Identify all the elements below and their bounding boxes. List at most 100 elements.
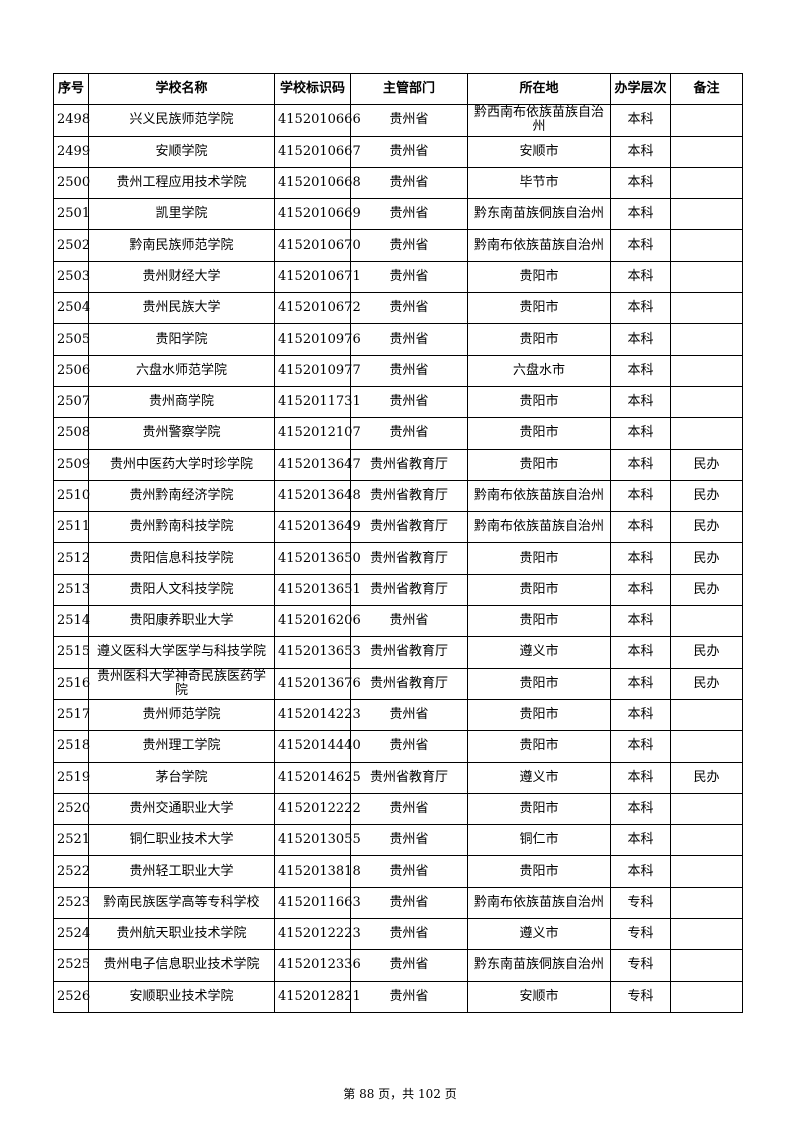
table-cell: 4152010672 — [274, 292, 361, 325]
empty-cell — [670, 135, 743, 168]
table-row: 2510 贵州黔南经济学院 4152013648 贵州省教育厅 黔南布依族苗族自治州 本科… — [53, 479, 743, 513]
empty-cell — [670, 918, 743, 951]
table-cell: 4152014440 — [274, 730, 361, 763]
table-row: 2517 贵州师范学院 4152014223 贵州省 贵阳市 本科 — [53, 698, 743, 732]
table-cell: 4152012222 — [274, 792, 361, 826]
table-cell: 专科 — [610, 918, 671, 951]
table-cell: 2508 — [53, 417, 90, 450]
table-row: 2526 安顺职业技术学院 4152012821 贵州省 安顺市 专科 — [53, 980, 743, 1013]
table-cell: 贵州省 — [350, 166, 468, 200]
header-cell: 备注 — [670, 72, 743, 106]
table-cell: 4152014223 — [274, 698, 361, 732]
table-cell: 2513 — [53, 573, 90, 607]
table-cell: 贵州省 — [350, 198, 468, 231]
table-cell: 贵州省教育厅 — [350, 667, 468, 700]
table-cell: 本科 — [610, 479, 671, 513]
table-cell: 黔南布依族苗族自治州 — [467, 886, 611, 920]
table-body: 2498 兴义民族师范学院 4152010666 贵州省 黔西南布依族苗族自治州 本科 24… — [53, 104, 743, 1013]
table-cell: 民办 — [670, 761, 743, 794]
empty-cell — [670, 292, 743, 325]
table-cell: 安顺市 — [467, 980, 611, 1013]
table-cell: 2509 — [53, 448, 90, 481]
table-cell: 遵义市 — [467, 761, 611, 794]
table-cell: 贵阳市 — [467, 260, 611, 294]
table-cell: 贵阳市 — [467, 448, 611, 481]
table-cell: 贵州省 — [350, 886, 468, 920]
table-cell: 黔东南苗族侗族自治州 — [467, 949, 611, 982]
table-cell: 本科 — [610, 448, 671, 481]
table-row: 2507 贵州商学院 4152011731 贵州省 贵阳市 本科 — [53, 385, 743, 419]
table-cell: 4152010976 — [274, 323, 361, 356]
table-cell: 贵州省教育厅 — [350, 573, 468, 607]
table-cell: 民办 — [670, 667, 743, 700]
table-cell: 4152011731 — [274, 385, 361, 419]
header-cell: 办学层次 — [610, 72, 671, 106]
table-cell: 黔东南苗族侗族自治州 — [467, 198, 611, 231]
table-cell: 贵州省 — [350, 698, 468, 732]
table-cell: 贵州民族大学 — [88, 292, 275, 325]
table-cell: 本科 — [610, 730, 671, 763]
table-cell: 民办 — [670, 479, 743, 513]
table-cell: 安顺职业技术学院 — [88, 980, 275, 1013]
table-cell: 贵阳市 — [467, 573, 611, 607]
table-cell: 贵州航天职业技术学院 — [88, 918, 275, 951]
table-cell: 专科 — [610, 949, 671, 982]
table-cell: 本科 — [610, 542, 671, 575]
table-cell: 贵州省教育厅 — [350, 542, 468, 575]
table-cell: 贵阳市 — [467, 542, 611, 575]
table-cell: 贵州省 — [350, 855, 468, 888]
table-cell: 2523 — [53, 886, 90, 920]
table-cell: 2510 — [53, 479, 90, 513]
table-cell: 2505 — [53, 323, 90, 356]
table-cell: 黔南布依族苗族自治州 — [467, 229, 611, 262]
table-cell: 贵州省 — [350, 229, 468, 262]
table-cell: 黔南布依族苗族自治州 — [467, 511, 611, 544]
table-cell: 4152010666 — [274, 104, 361, 137]
table-cell: 贵阳市 — [467, 323, 611, 356]
table-row: 2525 贵州电子信息职业技术学院 4152012336 贵州省 黔东南苗族侗族自治州专… — [53, 949, 743, 982]
table-row: 2518 贵州理工学院 4152014440 贵州省 贵阳市 本科 — [53, 730, 743, 763]
table-cell: 贵州省教育厅 — [350, 479, 468, 513]
table-cell: 4152010667 — [274, 135, 361, 168]
table-cell: 本科 — [610, 761, 671, 794]
table-cell: 4152011663 — [274, 886, 361, 920]
table-row: 2523 黔南民族医学高等专科学校 4152011663 贵州省 黔南布依族苗族自治州专… — [53, 886, 743, 920]
table-cell: 贵州电子信息职业技术学院 — [88, 949, 275, 982]
table-row: 2499 安顺学院 4152010667 贵州省 安顺市 本科 — [53, 135, 743, 168]
table-cell: 2520 — [53, 792, 90, 826]
table-cell: 贵阳人文科技学院 — [88, 573, 275, 607]
table-cell: 贵州省 — [350, 824, 468, 857]
table-cell: 4152010671 — [274, 260, 361, 294]
table-cell: 贵州黔南经济学院 — [88, 479, 275, 513]
table-cell: 凯里学院 — [88, 198, 275, 231]
table-cell: 铜仁市 — [467, 824, 611, 857]
table-cell: 2506 — [53, 354, 90, 387]
table-cell: 2526 — [53, 980, 90, 1013]
table-cell: 本科 — [610, 385, 671, 419]
table-cell: 贵州省教育厅 — [350, 636, 468, 669]
table-row: 2500 贵州工程应用技术学院 4152010668 贵州省 毕节市 本科 — [53, 166, 743, 200]
header-cell: 学校名称 — [88, 72, 275, 106]
table-cell: 本科 — [610, 511, 671, 544]
header-cell: 学校标识码 — [274, 72, 351, 106]
header-row: 序号 学校名称 学校标识码 主管部门 所在地 办学层次 备注 — [53, 72, 743, 106]
table-cell: 4152013650 — [274, 542, 361, 575]
table-cell: 贵州理工学院 — [88, 730, 275, 763]
table-cell: 专科 — [610, 886, 671, 920]
table-cell: 贵阳市 — [467, 417, 611, 450]
table-cell: 4152013647 — [274, 448, 361, 481]
empty-cell — [670, 949, 743, 982]
table-cell: 贵州省教育厅 — [350, 448, 468, 481]
table-row: 2502 黔南民族师范学院 4152010670 贵州省 黔南布依族苗族自治州 本科 — [53, 229, 743, 262]
table-cell: 贵州中医药大学时珍学院 — [88, 448, 275, 481]
table-cell: 民办 — [670, 573, 743, 607]
school-table: 序号 学校名称 学校标识码 主管部门 所在地 办学层次 备注 2498 兴义民族师范学院 415… — [53, 72, 743, 1013]
table-row: 2513 贵阳人文科技学院 4152013651 贵州省教育厅 贵阳市 本科 民办 — [53, 573, 743, 607]
empty-cell — [670, 198, 743, 231]
table-cell: 安顺市 — [467, 135, 611, 168]
table-cell: 4152013653 — [274, 636, 361, 669]
table-row: 2511 贵州黔南科技学院 4152013649 贵州省教育厅 黔南布依族苗族自治州 本科… — [53, 511, 743, 544]
empty-cell — [670, 323, 743, 356]
table-cell: 贵州商学院 — [88, 385, 275, 419]
